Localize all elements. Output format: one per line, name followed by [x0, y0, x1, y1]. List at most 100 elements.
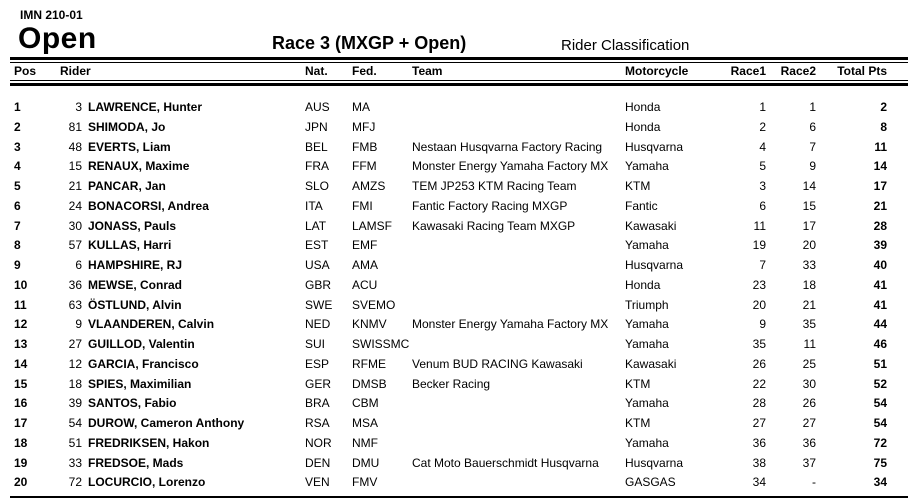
rider-name-cell: LAWRENCE, Hunter	[88, 100, 202, 114]
race2-points-cell: 26	[802, 396, 816, 411]
rider-name-cell: FREDRIKSEN, Hakon	[88, 435, 210, 450]
rider-name-cell: JONASS, Pauls	[88, 218, 177, 233]
pos-cell: 14	[14, 356, 28, 371]
motorcycle-cell: Triumph	[625, 297, 669, 312]
race1-points-cell: 9	[759, 317, 766, 332]
total-points-cell: 75	[873, 455, 887, 470]
row-padding-cell	[887, 454, 908, 474]
total-points-cell: 72	[873, 435, 887, 450]
rider-number-cell: 6	[75, 258, 82, 272]
federation-cell: MSA	[352, 416, 379, 430]
nationality-cell: BEL	[305, 139, 328, 154]
team-cell	[410, 98, 623, 118]
federation-cell: SVEMO	[352, 297, 396, 312]
team-cell: Kawasaki Racing Team MXGP	[412, 218, 576, 233]
nationality-cell: EST	[305, 238, 329, 253]
federation-cell: FMI	[352, 198, 373, 213]
header-team: Team	[412, 64, 443, 78]
race1-points-cell: 22	[752, 376, 766, 391]
rider-number-cell: 33	[68, 455, 82, 470]
race2-points-cell: 1	[809, 100, 816, 114]
rider-name-cell: SANTOS, Fabio	[88, 396, 177, 411]
pos-cell: 18	[14, 435, 28, 450]
nationality-cell: USA	[305, 258, 330, 272]
race1-points-cell: 28	[752, 396, 766, 411]
motorcycle-cell: Yamaha	[625, 435, 669, 450]
federation-cell: FFM	[352, 159, 377, 174]
team-cell	[410, 256, 623, 276]
top-thick-rule	[10, 57, 908, 60]
results-header-table: Pos Rider Nat. Fed. Team Motorcycle Race…	[10, 63, 908, 79]
race2-points-cell: 25	[802, 356, 816, 371]
rider-name-cell: PANCAR, Jan	[88, 179, 166, 193]
race1-points-cell: 26	[752, 356, 766, 371]
race-title: Race 3 (MXGP + Open)	[272, 33, 467, 53]
race2-points-cell: 20	[802, 238, 816, 253]
motorcycle-cell: KTM	[625, 416, 651, 430]
table-row: 6 24 BONACORSI, Andrea ITA FMI Fantic Factory…	[10, 197, 908, 217]
race1-points-cell: 6	[759, 198, 766, 213]
header-padding	[887, 63, 908, 79]
team-cell	[410, 236, 623, 256]
rider-number-cell: 51	[68, 435, 82, 450]
rider-number-cell: 21	[68, 179, 82, 193]
nationality-cell: FRA	[305, 159, 329, 174]
rider-number-cell: 63	[68, 297, 82, 312]
row-padding-cell	[887, 355, 908, 375]
motorcycle-cell: Honda	[625, 277, 661, 292]
table-row: 13 27 GUILLOD, Valentin SUI SWISSMC Yamaha 35 1…	[10, 335, 908, 355]
pos-cell: 2	[14, 119, 21, 134]
total-points-cell: 41	[873, 277, 887, 292]
race2-points-cell: 35	[802, 317, 816, 332]
motorcycle-cell: GASGAS	[625, 475, 676, 490]
table-row: 11 63 ÖSTLUND, Alvin SWE SVEMO Triumph 20 21 41	[10, 296, 908, 316]
rider-name-cell: GUILLOD, Valentin	[88, 337, 195, 351]
rider-name-cell: EVERTS, Liam	[88, 139, 171, 154]
race2-points-cell: 7	[809, 139, 816, 154]
nationality-cell: ESP	[305, 356, 330, 371]
motorcycle-cell: Yamaha	[625, 396, 669, 411]
motorcycle-cell: KTM	[625, 179, 651, 193]
total-points-cell: 54	[873, 396, 887, 411]
race2-points-cell: 15	[802, 198, 816, 213]
total-points-cell: 52	[873, 376, 887, 391]
total-points-cell: 46	[873, 337, 887, 351]
total-points-cell: 8	[880, 119, 887, 134]
results-body: 1 3 LAWRENCE, Hunter AUS MA Honda 1 1 2 2 81 SHIMOD…	[10, 98, 908, 493]
header-fed: Fed.	[352, 64, 377, 78]
rider-name-cell: ÖSTLUND, Alvin	[88, 297, 182, 312]
race1-points-cell: 1	[759, 100, 766, 114]
race2-points-cell: 21	[802, 297, 816, 312]
nationality-cell: DEN	[305, 455, 331, 470]
federation-cell: FMB	[352, 139, 378, 154]
team-cell: Fantic Factory Racing MXGP	[412, 198, 568, 213]
row-padding-cell	[887, 217, 908, 237]
pos-cell: 17	[14, 416, 28, 430]
team-cell: Venum BUD RACING Kawasaki	[412, 356, 583, 371]
table-row: 4 15 RENAUX, Maxime FRA FFM Monster Energy Ya…	[10, 157, 908, 177]
total-points-cell: 41	[873, 297, 887, 312]
race2-points-cell: 9	[809, 159, 816, 174]
team-cell	[410, 276, 623, 296]
team-cell	[410, 414, 623, 434]
race1-points-cell: 20	[752, 297, 766, 312]
team-cell: Monster Energy Yamaha Factory MX	[412, 317, 609, 332]
table-row: 20 72 LOCURCIO, Lorenzo VEN FMV GASGAS 34 - 34	[10, 473, 908, 493]
motorcycle-cell: Yamaha	[625, 238, 669, 253]
row-padding-cell	[887, 296, 908, 316]
motorcycle-cell: KTM	[625, 376, 651, 391]
pos-cell: 19	[14, 455, 28, 470]
motorcycle-cell: Husqvarna	[625, 258, 684, 272]
race2-points-cell: 14	[802, 179, 816, 193]
federation-cell: RFME	[352, 356, 386, 371]
team-cell	[410, 118, 623, 138]
total-points-cell: 2	[880, 100, 887, 114]
federation-cell: DMU	[352, 455, 380, 470]
header-pos: Pos	[14, 64, 37, 78]
nationality-cell: SUI	[305, 337, 326, 351]
race1-points-cell: 4	[759, 139, 766, 154]
nationality-cell: VEN	[305, 475, 330, 490]
motorcycle-cell: Yamaha	[625, 159, 669, 174]
header-row: Pos Rider Nat. Fed. Team Motorcycle Race…	[10, 63, 908, 79]
nationality-cell: ITA	[305, 198, 323, 213]
